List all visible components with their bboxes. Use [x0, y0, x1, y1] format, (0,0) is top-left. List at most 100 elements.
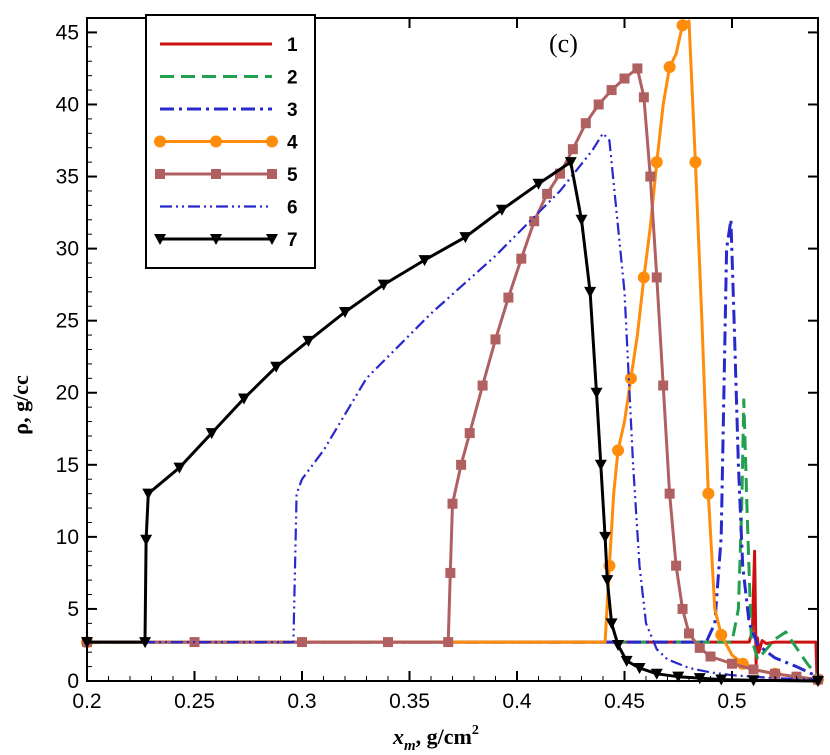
legend-label-2: 2	[287, 68, 298, 89]
series-7-point	[532, 178, 545, 190]
legend: 1 2 3 4 5 6 7	[145, 14, 316, 269]
series-5-point	[464, 428, 475, 439]
legend-item-3: 3	[160, 100, 298, 121]
series-2	[87, 398, 820, 678]
y-tick-label: 15	[56, 454, 79, 477]
legend-label-7: 7	[287, 230, 298, 251]
series-4-point	[702, 487, 715, 500]
series-5-point	[555, 168, 565, 179]
legend-marker-4	[154, 135, 166, 148]
legend-label-1: 1	[287, 35, 298, 56]
series-group	[81, 19, 824, 687]
legend-marker-4	[210, 135, 222, 148]
series-7-point	[650, 668, 663, 680]
series-7-point	[564, 157, 577, 169]
series-7-point	[612, 639, 625, 651]
legend-item-7: 7	[154, 230, 298, 251]
legend-marker-5	[211, 169, 221, 179]
series-7-point	[633, 663, 646, 675]
series-4-point	[637, 271, 650, 284]
series-5-point	[694, 642, 705, 653]
series-7	[81, 157, 824, 687]
legend-label-5: 5	[287, 165, 298, 186]
series-4-point	[612, 444, 625, 457]
series-7-point	[173, 462, 186, 474]
legend-item-4: 4	[154, 133, 298, 154]
series-5-point	[705, 651, 716, 662]
series-7-point	[237, 393, 250, 405]
series-4-point	[624, 372, 637, 385]
x-axis-label-superscript: 2	[472, 723, 479, 738]
series-5-point	[516, 253, 527, 264]
series-7-point	[601, 575, 614, 587]
series-7-point	[270, 361, 283, 373]
x-tick-label: 0.4	[502, 690, 532, 713]
series-5-point	[727, 658, 737, 669]
y-tick-label: 45	[56, 21, 79, 44]
x-tick-label: 0.25	[174, 690, 215, 713]
legend-item-6: 6	[160, 198, 298, 219]
series-6-line	[87, 132, 819, 681]
series-5-point	[671, 560, 682, 571]
y-tick-label: 30	[56, 238, 79, 261]
series-7-point	[584, 286, 597, 298]
series-7-point	[142, 488, 155, 500]
x-tick-label: 0.3	[287, 690, 316, 713]
series-5-point	[645, 171, 656, 182]
series-5-point	[593, 99, 604, 110]
series-5-point	[542, 188, 553, 199]
series-7-point	[140, 534, 153, 546]
series-5-point	[445, 567, 456, 578]
series-5-point	[580, 118, 591, 129]
series-5-point	[529, 216, 540, 227]
series-5-point	[677, 603, 688, 614]
x-tick-label: 0.45	[604, 690, 645, 713]
series-4-point	[663, 61, 676, 74]
legend-label-4: 4	[287, 133, 298, 154]
series-7-point	[339, 307, 351, 319]
series-4-point	[676, 19, 689, 32]
x-tick-label: 0.35	[389, 690, 430, 713]
series-7-point	[672, 671, 685, 683]
series-4-point	[650, 156, 663, 169]
legend-marker-5	[267, 169, 277, 179]
series-7-point	[418, 255, 431, 267]
y-tick-label: 35	[56, 166, 79, 189]
x-axis-label: xm, g/cm2	[392, 723, 479, 754]
series-5-point	[456, 459, 467, 470]
series-1	[87, 549, 820, 682]
y-tick-label: 0	[67, 670, 79, 693]
series-5-point	[567, 144, 578, 155]
series-4-point	[689, 156, 702, 169]
series-2-line	[87, 398, 820, 678]
series-5-point	[503, 292, 514, 303]
series-7-point	[590, 387, 603, 399]
series-7-point	[620, 655, 633, 667]
panel-label: (c)	[549, 29, 578, 58]
legend-marker-7	[154, 234, 166, 245]
x-axis-label-subscript: m	[404, 738, 416, 754]
series-7-point	[594, 459, 607, 471]
axes: 0.2 0.25 0.3 0.35 0.4 0.45 0.50510152025303540…	[56, 17, 819, 713]
series-5-point	[748, 664, 759, 675]
legend-marker-7	[266, 234, 278, 245]
legend-marker-4	[266, 135, 278, 148]
series-5-point	[619, 73, 630, 84]
series-5-point	[658, 380, 669, 391]
series-5-point	[638, 92, 649, 103]
series-4-point	[715, 628, 728, 641]
legend-item-5: 5	[155, 165, 298, 186]
series-5-point	[383, 637, 393, 648]
legend-item-1: 1	[160, 35, 298, 56]
series-5-point	[297, 637, 307, 648]
series-5-point	[770, 668, 780, 679]
y-tick-label: 20	[56, 382, 79, 405]
series-7-point	[302, 335, 315, 347]
y-axis-label: ρ, g/cc	[8, 375, 33, 435]
legend-label-3: 3	[287, 100, 298, 121]
series-1-line	[87, 549, 820, 682]
series-7-point	[693, 673, 706, 685]
series-5-point	[684, 628, 694, 639]
series-5-point	[447, 498, 458, 509]
